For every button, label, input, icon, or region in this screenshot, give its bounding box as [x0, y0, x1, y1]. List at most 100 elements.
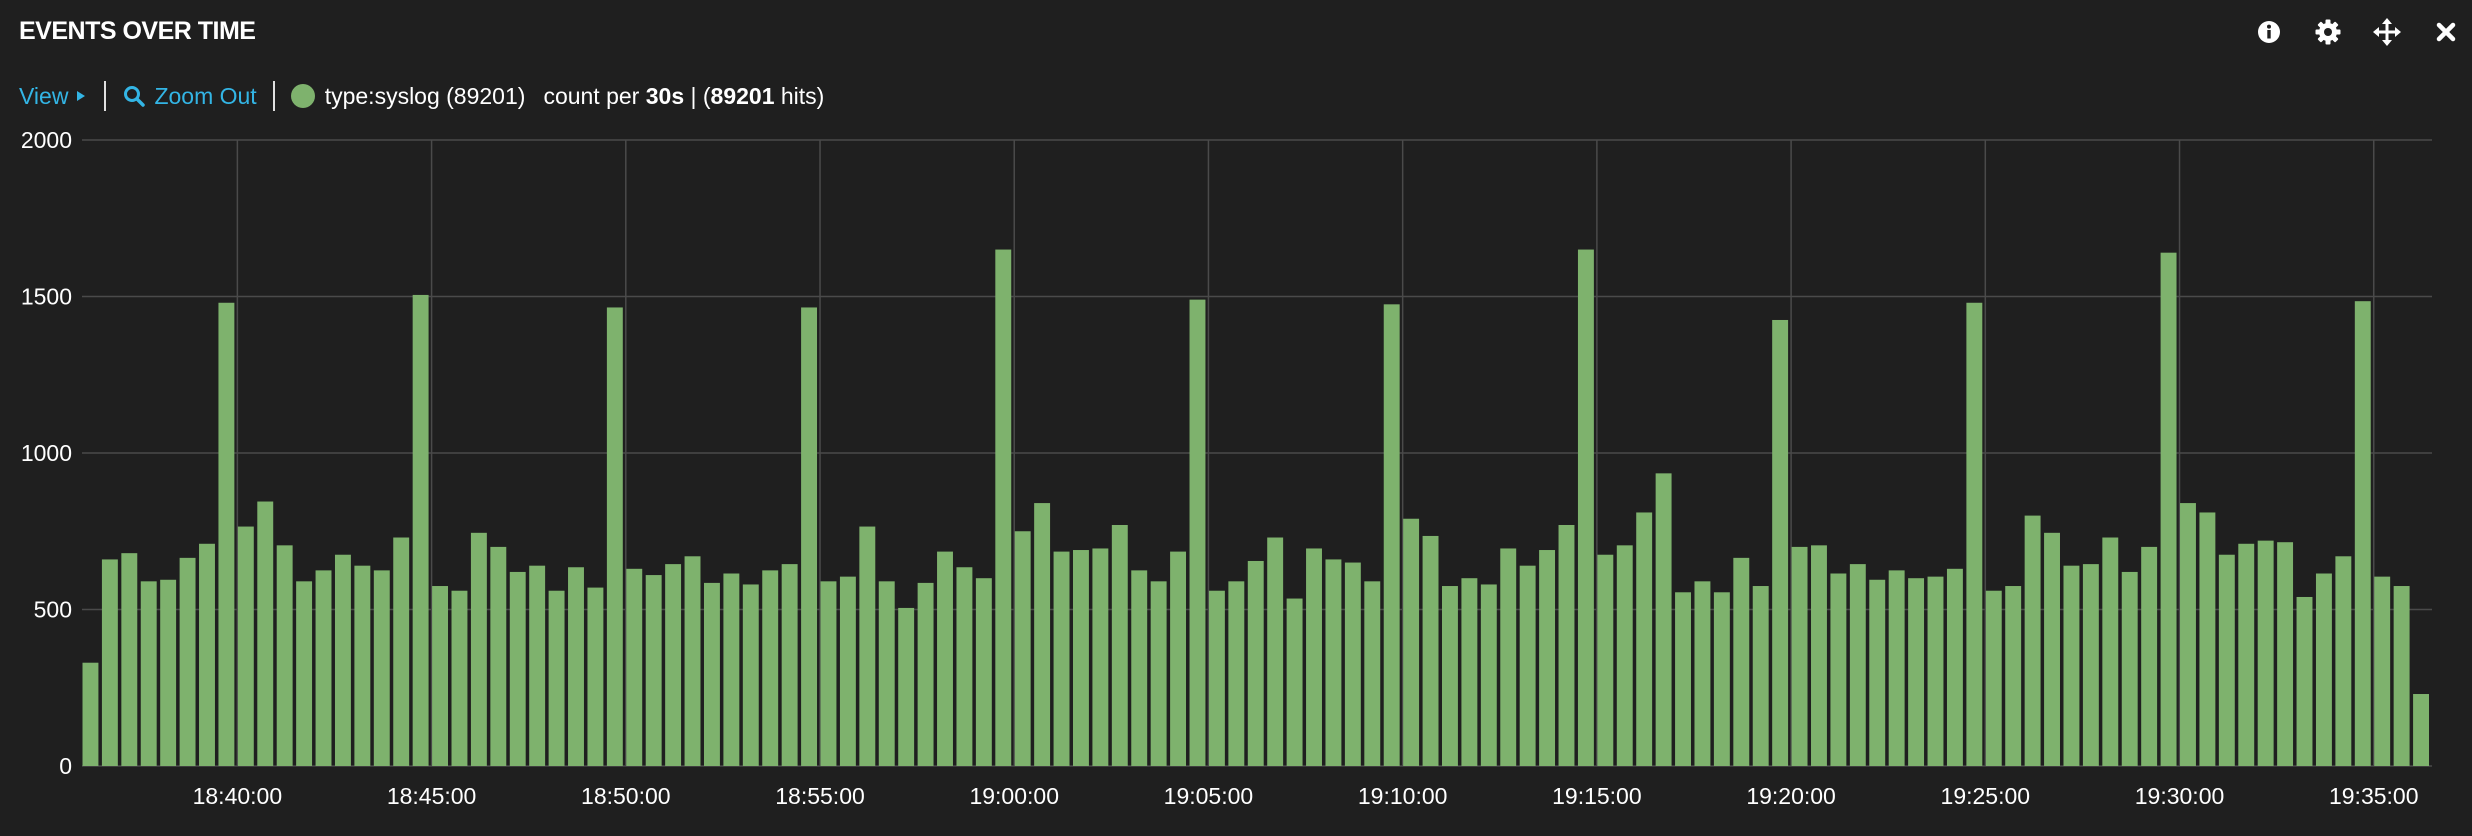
- bar[interactable]: [218, 302, 235, 766]
- bar[interactable]: [1034, 503, 1051, 766]
- bar[interactable]: [898, 607, 915, 766]
- bar[interactable]: [1092, 548, 1109, 766]
- bar[interactable]: [665, 564, 682, 766]
- bar[interactable]: [742, 584, 759, 766]
- bar[interactable]: [2024, 515, 2041, 766]
- bar[interactable]: [1675, 592, 1691, 766]
- bar[interactable]: [529, 565, 546, 766]
- bar[interactable]: [1461, 578, 1478, 766]
- bar[interactable]: [1480, 584, 1497, 766]
- bar[interactable]: [1811, 545, 1827, 766]
- bar[interactable]: [2141, 546, 2158, 766]
- bar[interactable]: [315, 570, 332, 766]
- bar[interactable]: [1655, 473, 1672, 766]
- bar[interactable]: [820, 581, 837, 766]
- bar[interactable]: [2102, 537, 2119, 766]
- bar[interactable]: [2121, 571, 2138, 766]
- bar[interactable]: [2044, 532, 2060, 766]
- bar[interactable]: [937, 551, 953, 766]
- close-icon[interactable]: [2426, 14, 2466, 50]
- bar[interactable]: [587, 587, 604, 766]
- bar[interactable]: [432, 586, 449, 766]
- bar[interactable]: [1111, 524, 1128, 766]
- bar[interactable]: [645, 575, 662, 766]
- bar[interactable]: [1072, 550, 1089, 766]
- bar[interactable]: [2257, 540, 2274, 766]
- bar[interactable]: [1306, 548, 1322, 766]
- bar[interactable]: [470, 532, 487, 766]
- bar[interactable]: [956, 567, 973, 766]
- bar[interactable]: [276, 545, 293, 766]
- bar[interactable]: [723, 573, 740, 766]
- bar[interactable]: [1500, 548, 1517, 766]
- bar[interactable]: [393, 537, 410, 766]
- view-menu-button[interactable]: View: [19, 83, 88, 110]
- bar[interactable]: [2315, 573, 2332, 766]
- bar[interactable]: [2354, 301, 2371, 766]
- bar[interactable]: [703, 582, 720, 766]
- bar[interactable]: [2199, 512, 2216, 766]
- bar[interactable]: [1228, 581, 1245, 766]
- bar[interactable]: [626, 568, 643, 766]
- bar[interactable]: [179, 557, 196, 766]
- bar[interactable]: [548, 590, 565, 766]
- bar[interactable]: [82, 662, 99, 766]
- bar[interactable]: [1014, 531, 1031, 766]
- bar[interactable]: [2180, 503, 2196, 766]
- legend-entry[interactable]: type:syslog (89201): [324, 82, 526, 109]
- bar[interactable]: [1442, 586, 1458, 766]
- bar[interactable]: [1694, 581, 1711, 766]
- bar[interactable]: [1927, 576, 1944, 766]
- bar[interactable]: [1286, 598, 1303, 766]
- bar[interactable]: [1908, 578, 1925, 766]
- bar[interactable]: [1636, 512, 1653, 766]
- bar[interactable]: [781, 564, 798, 766]
- bar[interactable]: [451, 590, 468, 766]
- bar[interactable]: [1053, 551, 1070, 766]
- bar[interactable]: [839, 576, 856, 766]
- bar[interactable]: [199, 543, 215, 766]
- bar[interactable]: [1985, 590, 2002, 766]
- bar[interactable]: [1325, 559, 1342, 766]
- bar[interactable]: [1344, 562, 1361, 766]
- bar[interactable]: [2413, 694, 2429, 766]
- bar[interactable]: [412, 294, 429, 766]
- bar[interactable]: [1150, 581, 1167, 766]
- bar[interactable]: [2082, 564, 2099, 766]
- bar[interactable]: [1733, 557, 1750, 766]
- bar[interactable]: [1403, 518, 1420, 766]
- bar[interactable]: [1189, 299, 1206, 766]
- bar[interactable]: [1869, 579, 1886, 766]
- bar[interactable]: [995, 249, 1012, 767]
- bar[interactable]: [2393, 586, 2410, 766]
- bar[interactable]: [568, 567, 584, 766]
- bar[interactable]: [1772, 319, 1789, 766]
- bar[interactable]: [1713, 592, 1730, 766]
- bar[interactable]: [606, 307, 623, 766]
- bar[interactable]: [121, 553, 138, 766]
- bar[interactable]: [1364, 581, 1381, 766]
- bar[interactable]: [1267, 537, 1284, 766]
- bar[interactable]: [334, 554, 351, 766]
- bar[interactable]: [101, 559, 118, 766]
- bar[interactable]: [1597, 554, 1614, 766]
- bar[interactable]: [684, 556, 701, 766]
- bar[interactable]: [296, 581, 313, 766]
- bar[interactable]: [1422, 535, 1439, 766]
- bar[interactable]: [354, 565, 371, 766]
- bar[interactable]: [2160, 252, 2177, 766]
- bar[interactable]: [2277, 542, 2294, 766]
- bar[interactable]: [490, 546, 507, 766]
- bar[interactable]: [2063, 565, 2080, 766]
- bar-chart[interactable]: 0 500 1000 1500 2000 18:40:00 18:45:00 18:50:0…: [0, 120, 2472, 836]
- bar[interactable]: [1577, 249, 1594, 767]
- bar[interactable]: [1558, 524, 1575, 766]
- bar[interactable]: [2374, 576, 2391, 766]
- bar[interactable]: [2218, 554, 2235, 766]
- bar[interactable]: [1888, 570, 1905, 766]
- zoom-out-button[interactable]: Zoom Out: [122, 83, 257, 110]
- bar[interactable]: [762, 570, 779, 766]
- bar[interactable]: [1791, 546, 1808, 766]
- bar[interactable]: [1849, 564, 1866, 766]
- bar[interactable]: [509, 571, 526, 766]
